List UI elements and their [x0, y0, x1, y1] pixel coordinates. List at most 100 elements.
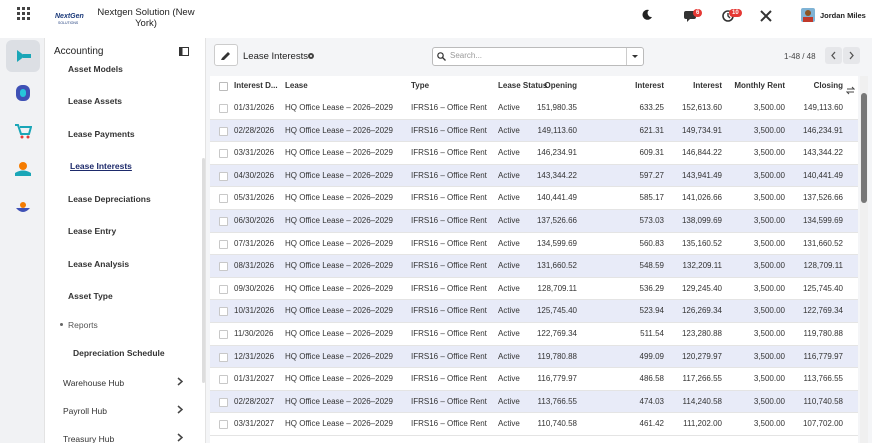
next-button[interactable] — [843, 47, 860, 64]
cell: 02/28/2027 — [234, 396, 275, 406]
checkbox[interactable] — [219, 397, 228, 407]
app-icon[interactable] — [13, 46, 33, 66]
column-header[interactable]: Lease Status — [498, 81, 548, 90]
search-box[interactable]: Search... — [432, 47, 644, 66]
checkbox[interactable] — [219, 126, 228, 136]
cell: 116,779.97 — [803, 351, 843, 361]
app-icon[interactable] — [14, 122, 32, 140]
table-row[interactable] — [210, 142, 858, 165]
column-header[interactable]: Type — [411, 81, 430, 90]
cell: HQ Office Lease – 2026–2029 — [285, 419, 393, 429]
menu-item[interactable]: Asset Models — [68, 64, 123, 74]
app-icon[interactable] — [14, 160, 32, 178]
cell: 122,769.34 — [802, 306, 843, 316]
column-header[interactable]: Interest D... — [234, 81, 278, 90]
menu-item-active[interactable]: Lease Interests — [70, 161, 132, 171]
cell: 585.17 — [639, 193, 664, 203]
company-name[interactable]: Nextgen Solution (New York) — [97, 7, 195, 29]
column-header[interactable]: Opening — [544, 81, 577, 90]
table-row[interactable] — [210, 277, 858, 301]
cell: 125,745.40 — [536, 306, 577, 316]
cell: 149,113.60 — [803, 103, 843, 112]
menu-group[interactable]: Warehouse Hub — [63, 378, 125, 388]
column-header[interactable]: Monthly Rent — [734, 81, 785, 90]
cell: 3,500.00 — [753, 170, 785, 180]
table-row[interactable] — [210, 255, 858, 278]
avatar[interactable] — [801, 8, 815, 22]
menu-item[interactable]: Lease Payments — [68, 129, 135, 139]
cell: 113,766.55 — [803, 374, 843, 384]
table-row[interactable] — [210, 232, 858, 256]
table-row[interactable] — [210, 368, 858, 391]
cell: 01/31/2027 — [234, 374, 275, 384]
cell: 131,660.52 — [536, 261, 577, 271]
menu-group[interactable]: Payroll Hub — [63, 406, 107, 416]
cell: 3,500.00 — [753, 193, 785, 203]
cell: 09/30/2026 — [234, 283, 275, 293]
menu-item[interactable]: Lease Depreciations — [68, 194, 151, 204]
cell: HQ Office Lease – 2026–2029 — [285, 306, 393, 316]
cell: 03/31/2027 — [234, 419, 275, 429]
user-name[interactable]: Jordan Miles — [820, 11, 866, 20]
column-settings[interactable] — [845, 82, 856, 95]
gear-icon[interactable] — [307, 52, 315, 60]
theme-icon[interactable] — [641, 9, 653, 21]
menu-item[interactable]: Lease Assets — [68, 96, 123, 106]
cell: 04/30/2026 — [234, 170, 275, 180]
table-row[interactable] — [210, 164, 858, 188]
cell: IFRS16 – Office Rent — [411, 238, 487, 248]
table-row[interactable] — [210, 210, 858, 233]
checkbox[interactable] — [219, 375, 228, 385]
search-dropdown[interactable] — [626, 48, 643, 65]
menu-section[interactable]: Reports — [68, 320, 98, 330]
app-icon[interactable] — [14, 198, 32, 216]
menu-item[interactable]: Lease Analysis — [68, 259, 130, 269]
checkbox[interactable] — [219, 330, 228, 339]
cell: Active — [498, 396, 520, 406]
column-header[interactable]: Interest — [635, 81, 664, 90]
checkbox[interactable] — [219, 307, 228, 317]
cell: 110,740.58 — [803, 396, 843, 406]
cell: IFRS16 – Office Rent — [411, 374, 487, 384]
table-row[interactable] — [210, 119, 858, 143]
edit-button[interactable] — [214, 44, 238, 66]
scrollbar-thumb[interactable] — [861, 93, 867, 203]
checkbox[interactable] — [219, 239, 228, 249]
menu-item[interactable]: Depreciation Schedule — [73, 348, 165, 358]
column-header[interactable]: Interest — [693, 81, 722, 90]
menu-item[interactable]: Lease Entry — [68, 226, 117, 236]
table-row[interactable] — [210, 300, 858, 323]
checkbox[interactable] — [219, 82, 228, 91]
checkbox[interactable] — [219, 194, 228, 204]
table-row[interactable] — [210, 97, 858, 120]
checkbox[interactable] — [219, 171, 228, 181]
apps-icon[interactable] — [17, 7, 31, 21]
checkbox[interactable] — [219, 104, 228, 113]
menu-item[interactable]: Asset Type — [68, 291, 113, 301]
checkbox[interactable] — [219, 284, 228, 294]
app-icon[interactable] — [14, 84, 32, 102]
cell: 573.03 — [639, 216, 664, 225]
cell: HQ Office Lease – 2026–2029 — [285, 148, 393, 158]
column-header[interactable]: Lease — [285, 81, 308, 90]
table-row[interactable] — [210, 323, 858, 346]
checkbox[interactable] — [219, 262, 228, 272]
table-row[interactable] — [210, 390, 858, 414]
prev-button[interactable] — [825, 47, 842, 64]
column-header[interactable]: Closing — [813, 81, 843, 90]
cell: 116,779.97 — [537, 374, 577, 384]
menu-group[interactable]: Treasury Hub — [63, 434, 115, 443]
checkbox[interactable] — [219, 352, 228, 362]
table-row[interactable] — [210, 345, 858, 369]
table-row[interactable] — [210, 187, 858, 210]
sidebar-toggle[interactable] — [179, 47, 189, 56]
checkbox[interactable] — [219, 217, 228, 226]
table-row[interactable] — [210, 413, 858, 436]
tools-icon[interactable] — [760, 10, 772, 22]
checkbox[interactable] — [219, 149, 228, 159]
cell: 151,980.35 — [536, 103, 577, 112]
cell: 3,500.00 — [753, 261, 785, 271]
cell: Active — [498, 283, 520, 293]
checkbox[interactable] — [219, 420, 228, 430]
